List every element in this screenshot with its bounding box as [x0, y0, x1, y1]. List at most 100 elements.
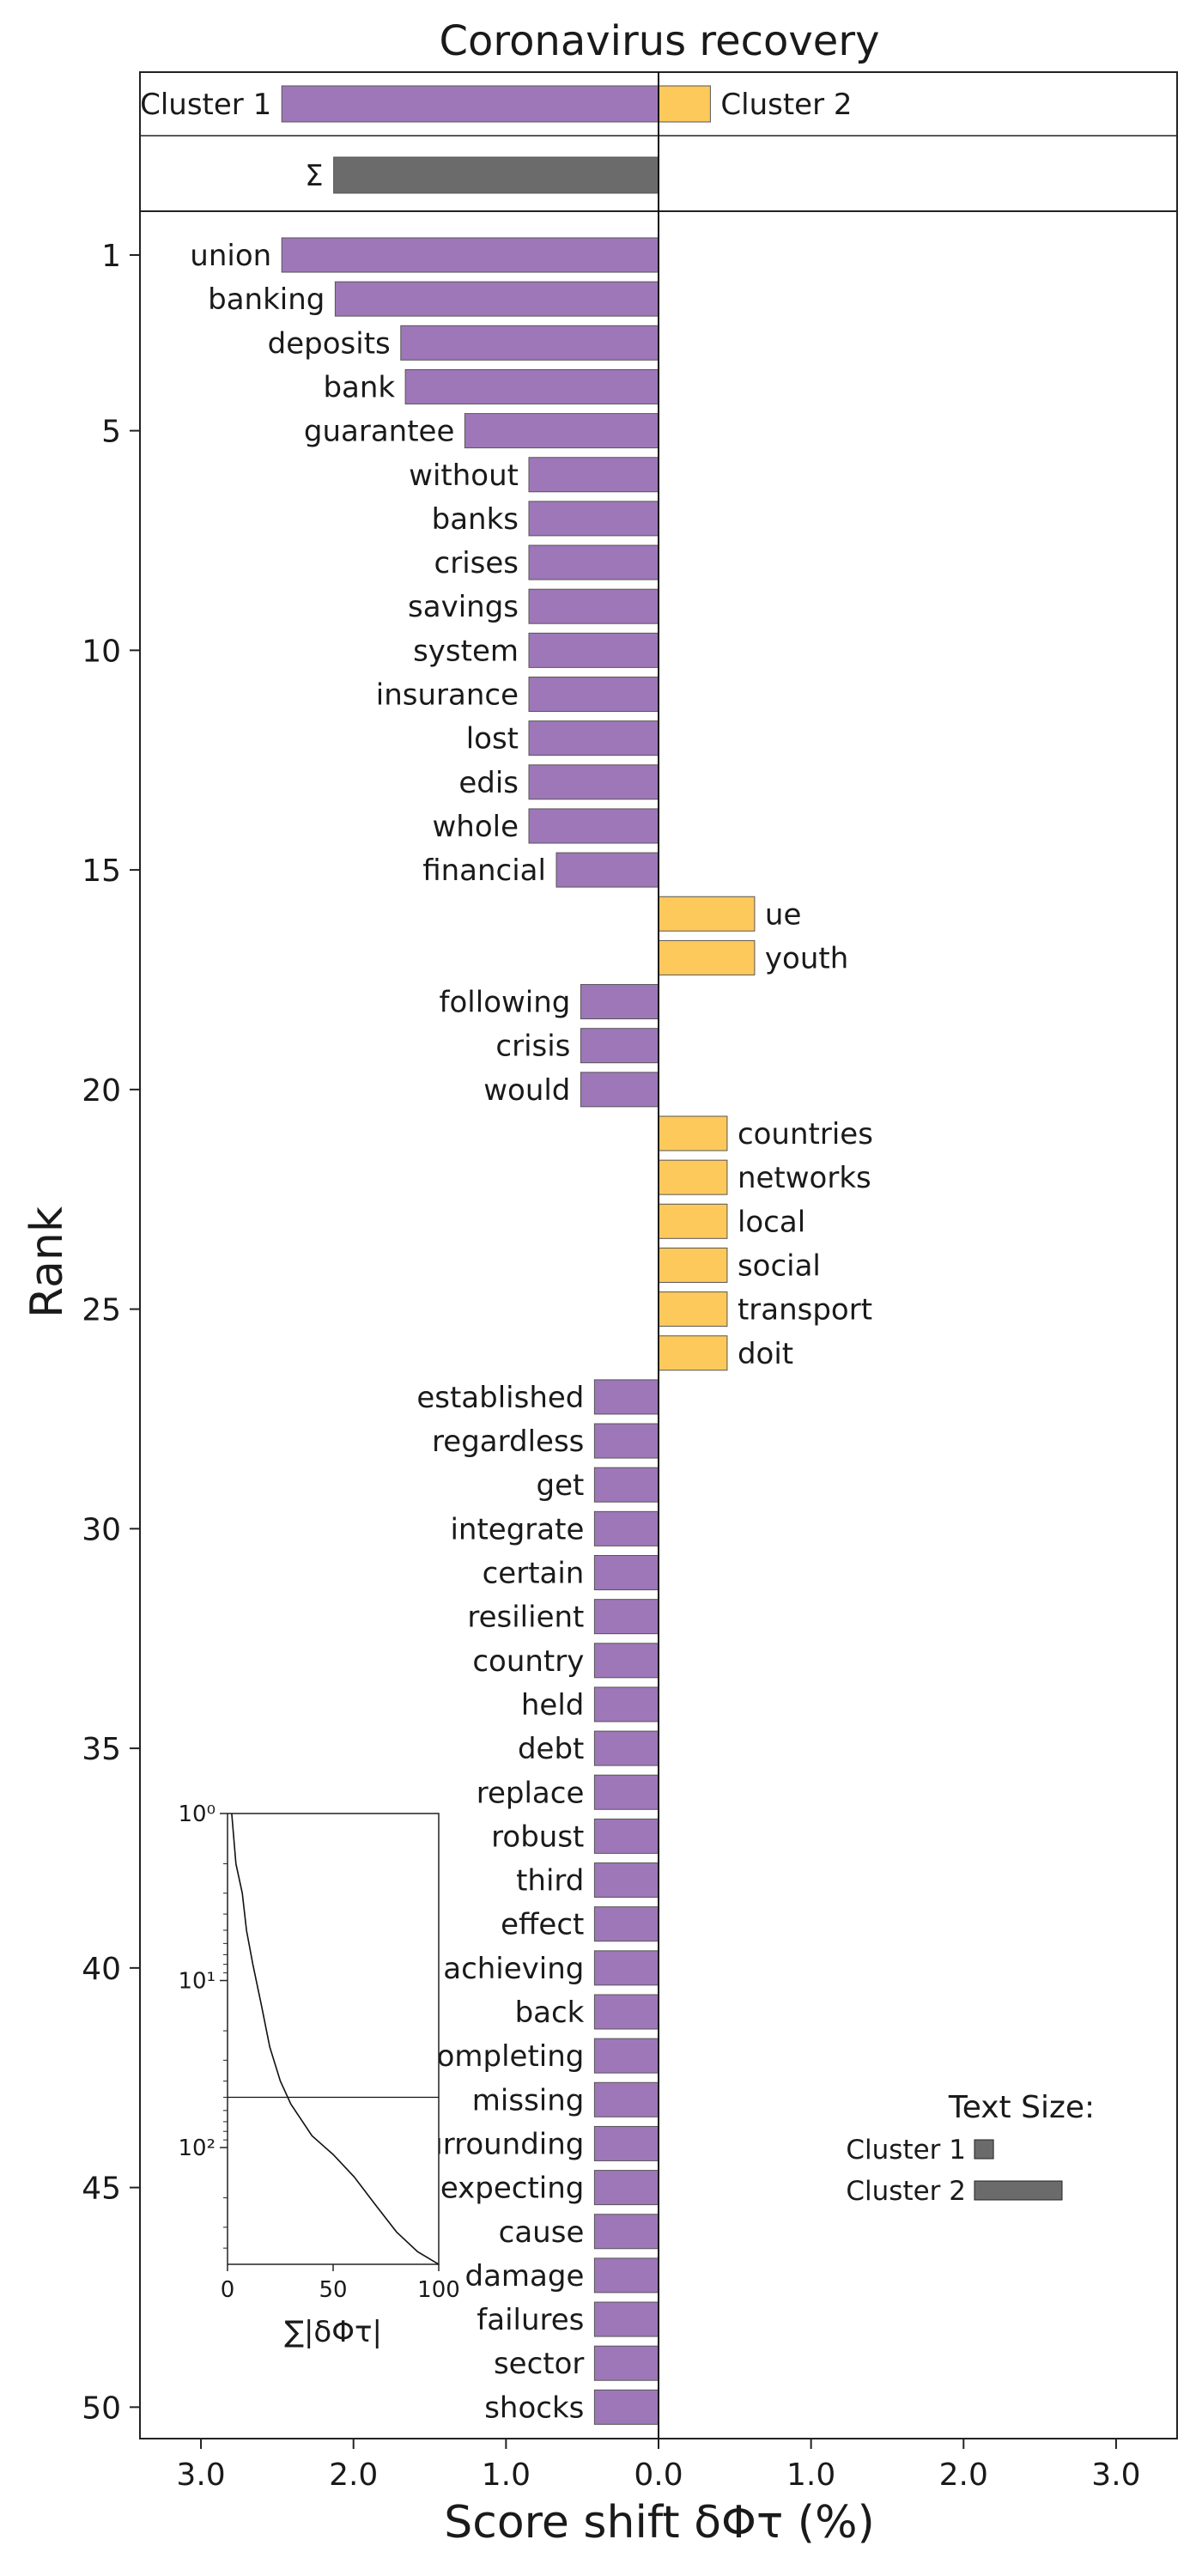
word-label-system: system	[413, 634, 519, 668]
bar-crisis	[580, 1028, 659, 1064]
y-tick-label-0: 1	[101, 239, 121, 274]
bar-shocks	[593, 2389, 659, 2425]
bar-effect	[593, 1906, 659, 1942]
bar-union	[281, 237, 659, 273]
bar-certain	[593, 1555, 659, 1590]
legend-label-0: Cluster 1	[846, 2135, 966, 2166]
bar-get	[593, 1467, 659, 1503]
word-label-crisis: crisis	[495, 1030, 570, 1064]
word-label-missing: missing	[472, 2083, 585, 2117]
bar-local	[658, 1203, 728, 1239]
cluster1-summary-bar	[281, 85, 659, 123]
legend-bar-1	[974, 2180, 1063, 2201]
inset-frame	[227, 1813, 440, 2265]
x-tick-label-0: 3.0	[176, 2458, 225, 2493]
y-tick-label-5: 25	[82, 1293, 121, 1328]
word-label-held: held	[521, 1688, 585, 1722]
bar-would	[580, 1072, 659, 1108]
word-label-back: back	[515, 1996, 585, 2030]
word-label-without: without	[409, 459, 519, 493]
word-label-replace: replace	[477, 1776, 585, 1810]
word-label-countries: countries	[738, 1117, 873, 1151]
bar-integrate	[593, 1510, 659, 1546]
inset-y-tick-label-1: 10¹	[178, 1969, 216, 1995]
bar-expecting	[593, 2170, 659, 2206]
x-tick-label-3: 0.0	[634, 2458, 683, 2493]
word-label-effect: effect	[501, 1908, 584, 1942]
bar-edis	[528, 764, 659, 800]
word-label-following: following	[440, 986, 571, 1020]
inset-x-tick-label-0: 0	[221, 2277, 235, 2303]
word-label-country: country	[472, 1644, 584, 1679]
bar-missing	[593, 2081, 659, 2117]
word-label-banks: banks	[432, 502, 519, 537]
word-label-completing: completing	[421, 2039, 584, 2074]
sigma-summary-bar	[333, 156, 659, 194]
bar-doit	[658, 1335, 728, 1371]
word-label-lost: lost	[466, 722, 519, 756]
word-label-banking: banking	[208, 283, 325, 317]
word-label-social: social	[738, 1249, 821, 1283]
word-label-integrate: integrate	[450, 1512, 584, 1546]
word-label-resilient: resilient	[467, 1601, 584, 1635]
y-axis-label: Rank	[21, 1206, 73, 1318]
word-label-would: would	[483, 1073, 570, 1108]
bar-insurance	[528, 677, 659, 712]
inset-x-tick-label-2: 100	[417, 2277, 460, 2303]
y-tick-label-6: 30	[82, 1512, 121, 1547]
inset-x-axis-label: ∑|δΦτ|	[284, 2315, 382, 2349]
bar-banking	[334, 281, 659, 317]
bar-completing	[593, 2038, 659, 2074]
word-label-expecting: expecting	[440, 2172, 585, 2206]
word-label-failures: failures	[477, 2303, 584, 2337]
x-tick-label-5: 2.0	[939, 2458, 988, 2493]
bar-youth	[658, 939, 756, 975]
word-label-local: local	[738, 1205, 805, 1239]
word-label-whole: whole	[432, 810, 519, 844]
bar-financial	[555, 852, 659, 888]
y-tick-label-10: 50	[82, 2391, 121, 2426]
inset-cumulative-plot: 0 50 100 10⁰ 10¹ 10² ∑|δΦτ|	[178, 1801, 459, 2349]
cluster2-summary-bar	[658, 85, 711, 123]
y-tick-label-3: 15	[82, 854, 121, 889]
bar-following	[580, 984, 659, 1020]
bar-social	[658, 1247, 728, 1283]
legend-label-1: Cluster 2	[846, 2176, 966, 2207]
legend-bar-0	[974, 2139, 994, 2160]
word-label-cause: cause	[499, 2215, 585, 2250]
bar-resilient	[593, 1599, 659, 1635]
y-tick-label-8: 40	[82, 1952, 121, 1987]
word-label-union: union	[190, 239, 271, 273]
bar-replace	[593, 1774, 659, 1810]
chart-title: Coronavirus recovery	[440, 17, 880, 65]
word-label-certain: certain	[483, 1557, 585, 1591]
word-label-regardless: regardless	[432, 1425, 584, 1459]
bar-debt	[593, 1730, 659, 1766]
cluster2-summary-label: Cluster 2	[720, 88, 852, 122]
bar-networks	[658, 1159, 728, 1195]
bar-guarantee	[464, 413, 659, 449]
x-tick-label-2: 1.0	[482, 2458, 531, 2493]
word-label-networks: networks	[738, 1161, 871, 1195]
word-label-guarantee: guarantee	[304, 415, 455, 449]
y-tick-label-2: 10	[82, 634, 121, 669]
bar-lost	[528, 720, 659, 756]
bar-robust	[593, 1818, 659, 1854]
bar-back	[593, 1994, 659, 2030]
word-label-get: get	[537, 1468, 585, 1503]
bar-sector	[593, 2345, 659, 2381]
word-label-achieving: achieving	[443, 1952, 584, 1986]
bar-cause	[593, 2214, 659, 2250]
y-tick-label-4: 20	[82, 1073, 121, 1109]
word-label-crises: crises	[434, 546, 519, 580]
inset-y-tick-label-2: 10²	[178, 2136, 216, 2161]
word-label-established: established	[416, 1381, 584, 1415]
inset-curve	[231, 1813, 440, 2265]
cluster1-summary-label: Cluster 1	[140, 88, 271, 122]
bar-savings	[528, 588, 659, 624]
bar-established	[593, 1379, 659, 1415]
bar-surrounding	[593, 2125, 659, 2161]
word-label-bank: bank	[323, 370, 395, 404]
word-label-transport: transport	[738, 1293, 872, 1327]
